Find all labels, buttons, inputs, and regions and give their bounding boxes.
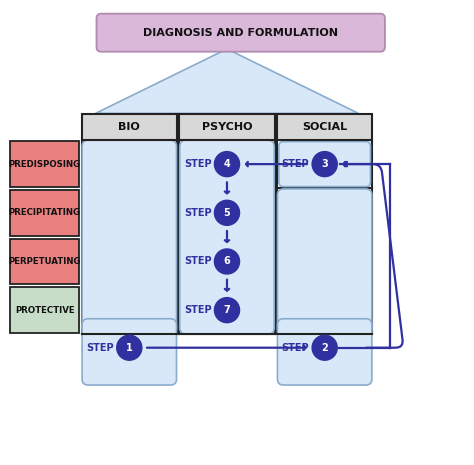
FancyBboxPatch shape bbox=[82, 140, 176, 334]
Text: STEP: STEP bbox=[184, 257, 211, 266]
Bar bbox=[277, 188, 373, 237]
Bar bbox=[10, 141, 79, 187]
Bar bbox=[179, 114, 274, 140]
Text: PSYCHO: PSYCHO bbox=[202, 122, 252, 132]
Bar bbox=[82, 188, 177, 237]
FancyBboxPatch shape bbox=[180, 140, 274, 334]
Text: STEP: STEP bbox=[282, 343, 310, 353]
Bar bbox=[277, 140, 373, 188]
Text: 6: 6 bbox=[224, 257, 230, 266]
Circle shape bbox=[214, 249, 239, 274]
Bar bbox=[179, 237, 274, 286]
Text: 7: 7 bbox=[224, 305, 230, 315]
FancyBboxPatch shape bbox=[277, 319, 372, 385]
Bar bbox=[82, 140, 177, 188]
Circle shape bbox=[312, 335, 337, 360]
Text: PERPETUATING: PERPETUATING bbox=[9, 257, 81, 266]
Text: STEP: STEP bbox=[184, 159, 211, 169]
Bar bbox=[10, 190, 79, 236]
Text: PROTECTIVE: PROTECTIVE bbox=[15, 306, 74, 315]
Text: STEP: STEP bbox=[184, 208, 211, 218]
Bar bbox=[82, 114, 177, 140]
Bar bbox=[277, 114, 373, 140]
Bar bbox=[179, 140, 274, 188]
Bar bbox=[179, 286, 274, 334]
Polygon shape bbox=[96, 49, 358, 113]
Text: 1: 1 bbox=[126, 343, 133, 353]
FancyBboxPatch shape bbox=[277, 189, 372, 334]
Bar bbox=[277, 286, 373, 334]
Bar bbox=[82, 237, 177, 286]
Circle shape bbox=[214, 298, 239, 323]
Text: 2: 2 bbox=[321, 343, 328, 353]
FancyBboxPatch shape bbox=[97, 13, 385, 52]
Text: PRECIPITATING: PRECIPITATING bbox=[9, 208, 81, 217]
Bar bbox=[10, 239, 79, 285]
Text: STEP: STEP bbox=[282, 159, 310, 169]
Circle shape bbox=[214, 152, 239, 177]
Text: BIO: BIO bbox=[118, 122, 140, 132]
Bar bbox=[179, 188, 274, 237]
Text: SOCIAL: SOCIAL bbox=[302, 122, 347, 132]
Circle shape bbox=[312, 152, 337, 177]
Text: 4: 4 bbox=[224, 159, 230, 169]
Bar bbox=[277, 237, 373, 286]
FancyBboxPatch shape bbox=[82, 319, 176, 385]
Text: STEP: STEP bbox=[86, 343, 114, 353]
Text: DIAGNOSIS AND FORMULATION: DIAGNOSIS AND FORMULATION bbox=[143, 28, 338, 38]
Bar bbox=[10, 287, 79, 333]
Text: 3: 3 bbox=[321, 159, 328, 169]
Circle shape bbox=[214, 200, 239, 226]
Text: STEP: STEP bbox=[184, 305, 211, 315]
Bar bbox=[82, 286, 177, 334]
FancyBboxPatch shape bbox=[279, 142, 371, 186]
Text: 5: 5 bbox=[224, 208, 230, 218]
Circle shape bbox=[117, 335, 142, 360]
Text: PREDISPOSING: PREDISPOSING bbox=[9, 159, 81, 169]
